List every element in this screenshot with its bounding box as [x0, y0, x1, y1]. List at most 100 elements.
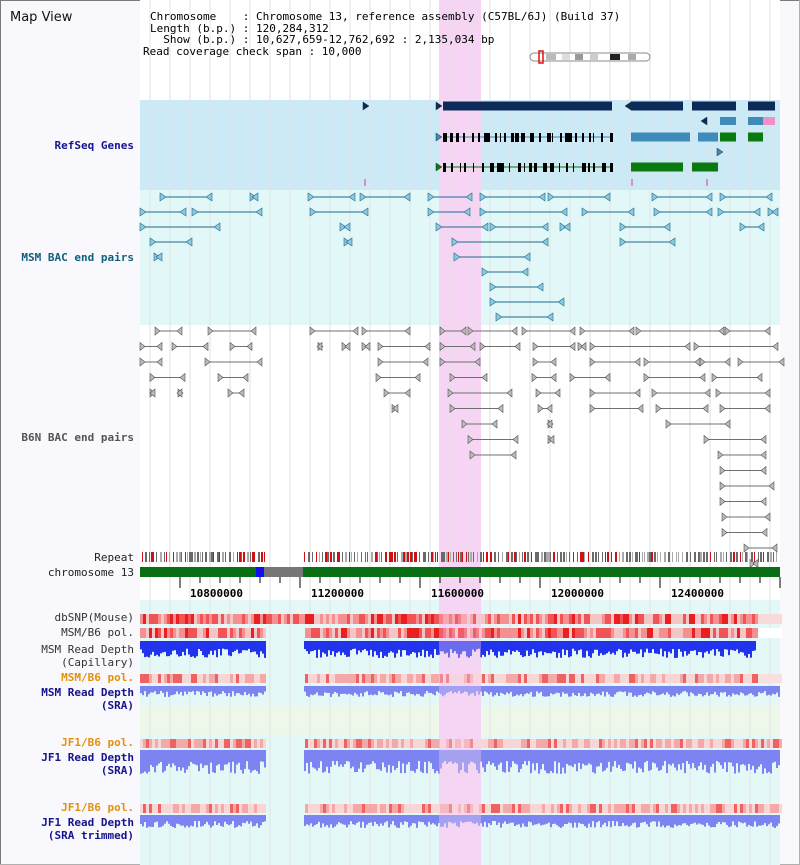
b6n-bac-end-pair[interactable]	[719, 496, 767, 507]
b6n-bac-end-pair[interactable]	[715, 388, 771, 398]
gene-navy[interactable]	[692, 101, 736, 111]
gene-green[interactable]	[631, 162, 683, 172]
b6n-bac-end-pair[interactable]	[665, 419, 731, 429]
b6n-bac-end-pair[interactable]	[341, 341, 351, 352]
b6n-bac-end-pair[interactable]	[447, 388, 513, 398]
b6n-bac-end-pair[interactable]	[717, 450, 767, 460]
b6n-bac-end-pair[interactable]	[461, 419, 498, 429]
b6n-bac-end-pair[interactable]	[467, 434, 519, 445]
msm-bac-end-pair[interactable]	[651, 192, 713, 202]
msm-b6-pol-sra-heat-track[interactable]	[140, 674, 782, 683]
b6n-bac-end-pair[interactable]	[217, 372, 249, 383]
msm-bac-end-pair[interactable]	[653, 207, 713, 217]
refseq-gene-transcript[interactable]	[443, 133, 613, 142]
b6n-bac-end-pair[interactable]	[719, 403, 771, 414]
b6n-bac-end-pair[interactable]	[227, 388, 245, 398]
b6n-bac-end-pair[interactable]	[479, 341, 521, 352]
b6n-bac-end-pair[interactable]	[449, 403, 504, 414]
b6n-bac-end-pair[interactable]	[743, 543, 778, 553]
b6n-bac-end-pair[interactable]	[439, 341, 476, 352]
b6n-bac-end-pair[interactable]	[469, 450, 517, 460]
b6n-bac-end-pair[interactable]	[176, 388, 184, 398]
msm-bac-end-pair[interactable]	[453, 252, 531, 262]
b6n-bac-end-pair[interactable]	[154, 326, 183, 336]
b6n-bac-end-pair[interactable]	[711, 372, 763, 383]
b6n-bac-end-pair[interactable]	[204, 357, 263, 367]
msm-bac-end-pair[interactable]	[451, 237, 549, 247]
b6n-bac-end-pair[interactable]	[532, 357, 557, 367]
gene-navy[interactable]	[748, 101, 775, 111]
gene-steel[interactable]	[631, 132, 690, 142]
repeat-track[interactable]	[142, 552, 777, 562]
gene-navy[interactable]	[443, 101, 612, 111]
b6n-bac-end-pair[interactable]	[721, 512, 771, 522]
b6n-bac-end-pair[interactable]	[229, 341, 253, 352]
gene-green[interactable]	[720, 132, 736, 142]
msm-bac-end-pair[interactable]	[149, 237, 193, 247]
msm-bac-end-pair[interactable]	[427, 192, 473, 202]
b6n-bac-end-pair[interactable]	[724, 326, 771, 336]
msm-bac-end-pair[interactable]	[767, 207, 779, 217]
b6n-bac-end-pair[interactable]	[719, 465, 767, 476]
b6n-bac-end-pair[interactable]	[655, 403, 709, 414]
b6n-bac-end-pair[interactable]	[532, 341, 576, 352]
refseq-gene-transcript[interactable]	[443, 163, 613, 172]
msm-bac-end-pair[interactable]	[489, 282, 544, 292]
b6n-bac-end-pair[interactable]	[643, 372, 706, 383]
msm-bac-end-pair[interactable]	[479, 192, 546, 202]
b6n-bac-end-pair[interactable]	[546, 419, 554, 429]
msm-bac-end-pair[interactable]	[717, 207, 761, 217]
msm-bac-end-pair[interactable]	[159, 192, 213, 202]
track-label-refseq-genes[interactable]: RefSeq Genes	[54, 139, 134, 152]
b6n-bac-end-pair[interactable]	[375, 372, 421, 383]
msm-bac-end-pair[interactable]	[495, 312, 554, 322]
b6n-bac-end-pair[interactable]	[149, 372, 186, 383]
msm-bac-end-pair[interactable]	[435, 222, 489, 232]
msm-bac-end-pair[interactable]	[739, 222, 765, 232]
b6n-bac-end-pair[interactable]	[531, 372, 557, 383]
b6n-bac-end-pair[interactable]	[361, 341, 371, 352]
msm-bac-end-pair[interactable]	[481, 267, 529, 277]
b6n-bac-end-pair[interactable]	[383, 388, 411, 398]
b6n-bac-end-pair[interactable]	[651, 388, 711, 398]
chromosome-bar[interactable]	[140, 567, 780, 577]
b6n-bac-end-pair[interactable]	[149, 388, 156, 398]
msm-bac-end-pair[interactable]	[309, 207, 369, 217]
b6n-bac-end-pair[interactable]	[703, 434, 767, 445]
jf1-read-depth-trim-track[interactable]	[140, 815, 780, 828]
msm-bac-end-pair[interactable]	[619, 222, 671, 232]
b6n-bac-end-pair[interactable]	[361, 326, 411, 336]
b6n-bac-end-pair[interactable]	[569, 372, 611, 383]
msm-bac-end-pair[interactable]	[343, 237, 353, 247]
msm-bac-end-pair[interactable]	[619, 237, 676, 247]
b6n-bac-end-pair[interactable]	[737, 357, 785, 367]
msm-bac-end-pair[interactable]	[191, 207, 263, 217]
b6n-bac-end-pair[interactable]	[439, 357, 481, 367]
msm-read-depth-capillary-track[interactable]	[140, 641, 756, 658]
msm-bac-end-pair[interactable]	[547, 192, 611, 202]
msm-bac-end-pair[interactable]	[359, 192, 411, 202]
msm-bac-end-pair[interactable]	[249, 192, 259, 202]
b6n-bac-end-pair[interactable]	[749, 558, 759, 569]
jf1-b6-pol-heat-track[interactable]	[140, 739, 782, 748]
b6n-bac-end-pair[interactable]	[449, 372, 488, 383]
msm-bac-end-pair[interactable]	[581, 207, 635, 217]
b6n-bac-end-pair[interactable]	[377, 357, 429, 367]
b6n-bac-end-pair[interactable]	[719, 481, 775, 491]
b6n-bac-end-pair[interactable]	[643, 357, 701, 367]
b6n-bac-end-pair[interactable]	[699, 357, 731, 367]
b6n-bac-end-pair[interactable]	[535, 388, 561, 398]
b6n-bac-end-pair[interactable]	[579, 326, 635, 336]
b6n-bac-end-pair[interactable]	[139, 341, 163, 352]
msm-bac-end-pair[interactable]	[489, 222, 549, 232]
msm-read-depth-sra-track[interactable]	[140, 686, 780, 697]
msm-bac-end-pair[interactable]	[339, 222, 351, 232]
b6n-bac-end-pair[interactable]	[589, 357, 641, 367]
b6n-bac-end-pair[interactable]	[439, 326, 467, 336]
b6n-bac-end-pair[interactable]	[309, 326, 359, 336]
b6n-bac-end-pair[interactable]	[635, 326, 725, 336]
gene-steel[interactable]	[748, 117, 763, 125]
msm-bac-end-pair[interactable]	[719, 192, 773, 202]
gene-navy[interactable]	[631, 101, 683, 111]
